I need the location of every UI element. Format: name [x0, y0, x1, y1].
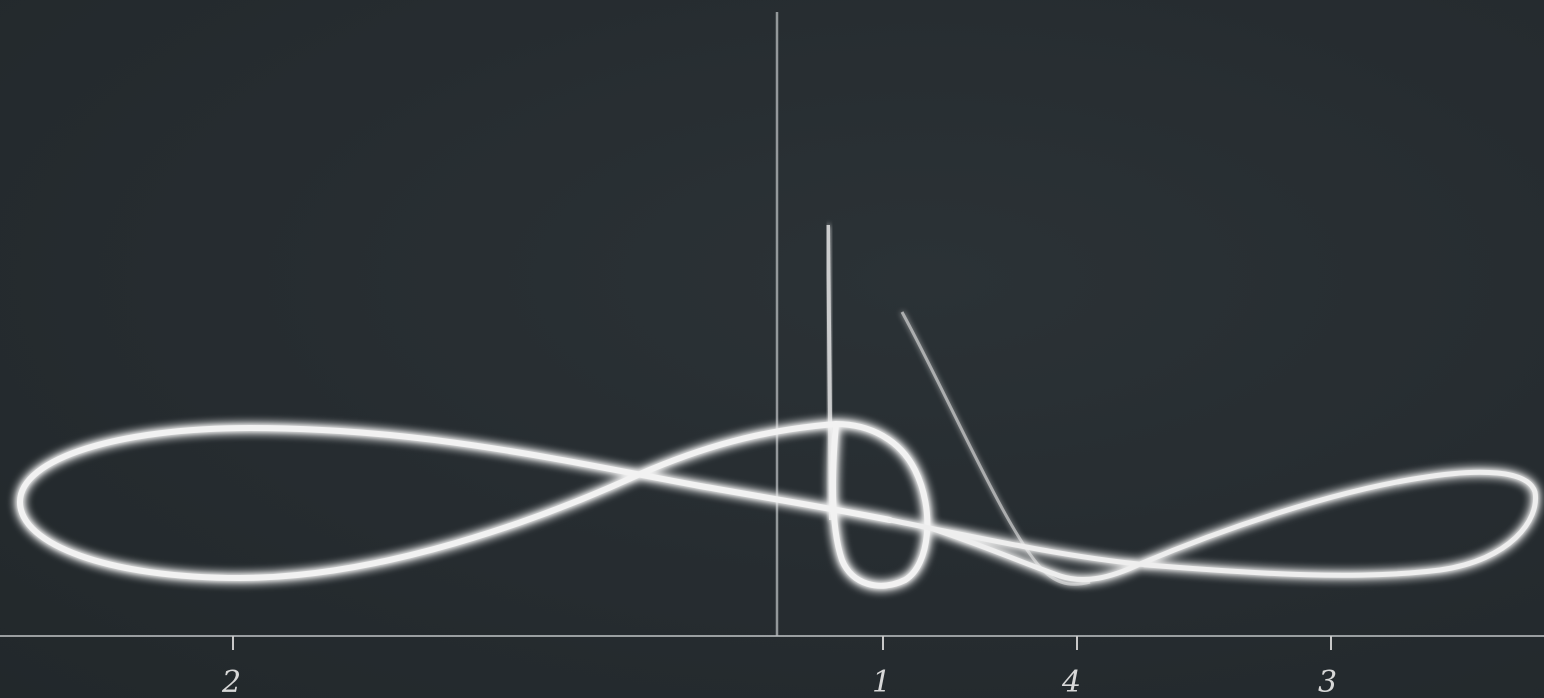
glowing-curve	[16, 421, 1539, 589]
curve-center-loop	[829, 421, 931, 589]
curve-left-loop	[16, 421, 893, 582]
tick-label-3: 3	[1318, 665, 1337, 698]
tick-label-1: 1	[872, 665, 891, 698]
tick-label-2: 2	[221, 665, 241, 698]
tick-label-4: 4	[1061, 665, 1081, 698]
curve-right-loop	[887, 469, 1539, 583]
diagonal-spike	[900, 311, 1091, 586]
